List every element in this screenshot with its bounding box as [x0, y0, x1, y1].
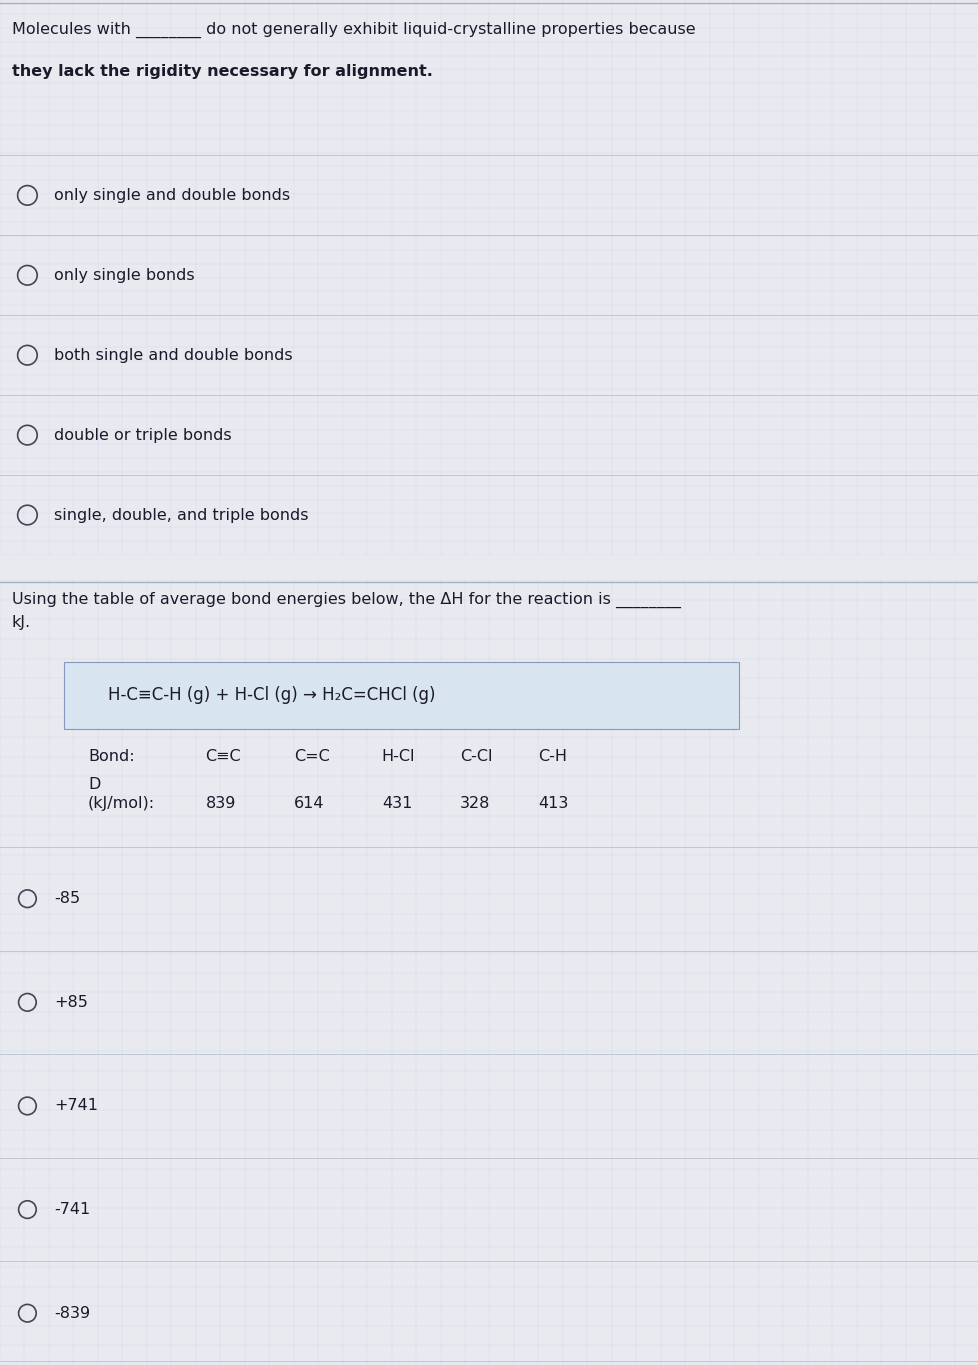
Text: (kJ/mol):: (kJ/mol):	[88, 796, 156, 811]
Text: single, double, and triple bonds: single, double, and triple bonds	[54, 508, 308, 523]
Text: 614: 614	[293, 796, 324, 811]
FancyBboxPatch shape	[64, 662, 738, 729]
Text: -85: -85	[54, 891, 80, 906]
Text: 328: 328	[460, 796, 490, 811]
Text: Using the table of average bond energies below, the ΔH for the reaction is _____: Using the table of average bond energies…	[12, 592, 680, 607]
Text: C-H: C-H	[538, 749, 567, 764]
Text: 413: 413	[538, 796, 568, 811]
Text: -741: -741	[54, 1203, 90, 1218]
Text: kJ.: kJ.	[12, 616, 31, 631]
Text: D: D	[88, 777, 101, 792]
Text: Bond:: Bond:	[88, 749, 135, 764]
Text: both single and double bonds: both single and double bonds	[54, 348, 292, 363]
Text: H-C≡C-H (g) + H-Cl (g) → H₂C=CHCl (g): H-C≡C-H (g) + H-Cl (g) → H₂C=CHCl (g)	[108, 687, 435, 704]
Text: 431: 431	[381, 796, 412, 811]
Text: only single and double bonds: only single and double bonds	[54, 188, 289, 203]
Text: -839: -839	[54, 1306, 90, 1321]
Text: H-Cl: H-Cl	[381, 749, 415, 764]
Text: C-Cl: C-Cl	[460, 749, 492, 764]
Text: 839: 839	[205, 796, 236, 811]
Text: only single bonds: only single bonds	[54, 268, 195, 283]
Text: C=C: C=C	[293, 749, 330, 764]
Text: +741: +741	[54, 1099, 98, 1114]
Text: they lack the rigidity necessary for alignment.: they lack the rigidity necessary for ali…	[12, 64, 432, 79]
Text: Molecules with ________ do not generally exhibit liquid-crystalline properties b: Molecules with ________ do not generally…	[12, 22, 694, 38]
Text: double or triple bonds: double or triple bonds	[54, 427, 231, 442]
Text: +85: +85	[54, 995, 88, 1010]
Text: C≡C: C≡C	[205, 749, 241, 764]
